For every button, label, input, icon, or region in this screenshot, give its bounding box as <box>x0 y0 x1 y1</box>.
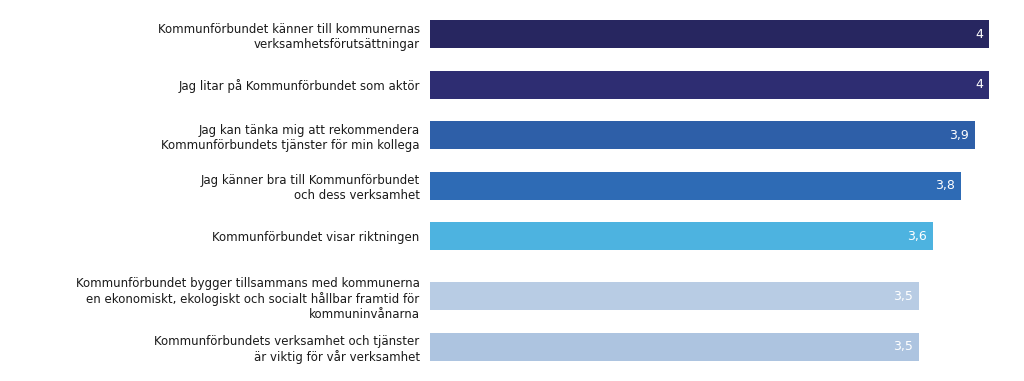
Text: 3,5: 3,5 <box>893 340 913 354</box>
Bar <box>430 70 988 99</box>
Bar <box>430 333 919 361</box>
Bar <box>430 172 961 200</box>
Text: 4: 4 <box>975 27 983 41</box>
Text: 3,6: 3,6 <box>907 230 927 243</box>
Bar <box>430 20 988 48</box>
Text: 3,9: 3,9 <box>949 129 969 142</box>
Text: 3,5: 3,5 <box>893 290 913 303</box>
Bar <box>430 121 975 149</box>
Bar <box>430 282 919 311</box>
Bar <box>430 222 933 250</box>
Text: 3,8: 3,8 <box>935 179 955 192</box>
Text: 4: 4 <box>975 78 983 91</box>
